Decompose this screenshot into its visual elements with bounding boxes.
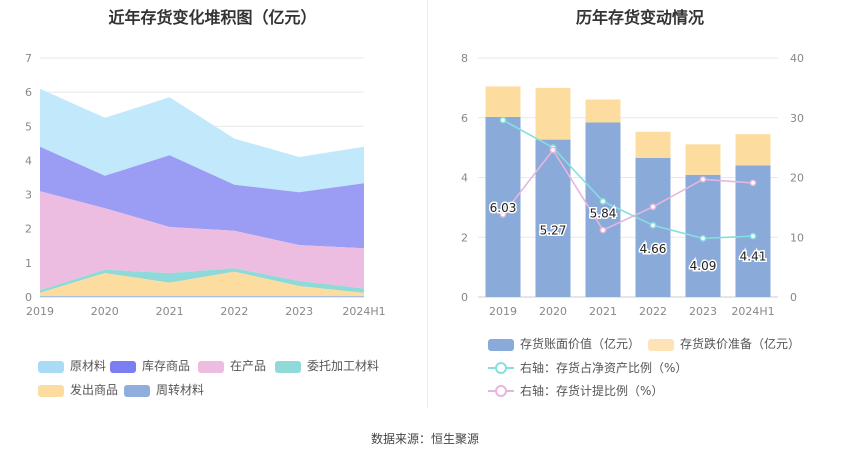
bar-存货跌价准备（亿元） — [535, 87, 571, 140]
legend-label: 存货账面价值（亿元） — [520, 337, 641, 351]
line-point — [549, 146, 557, 154]
line-point — [699, 235, 707, 242]
bar-存货账面价值（亿元） — [535, 139, 571, 297]
line-point — [499, 211, 507, 218]
bar-存货跌价准备（亿元） — [735, 134, 771, 166]
bar-存货账面价值（亿元） — [735, 165, 771, 297]
left-y-tick-label: 2 — [25, 223, 32, 236]
line-point — [599, 226, 607, 234]
bar-data-label: 4.09 — [690, 259, 717, 273]
area-series-发出商品 — [40, 271, 364, 297]
legend-label: 委托加工材料 — [307, 359, 380, 373]
left-y-tick-label: 5 — [25, 120, 32, 133]
bar-data-label: 4.66 — [640, 242, 667, 256]
bar-data-label: 4.41 — [740, 249, 767, 263]
bar-存货账面价值（亿元） — [485, 116, 521, 298]
legend-swatch — [488, 339, 514, 351]
area-series-原材料 — [40, 88, 364, 193]
bar-data-label: 6.03 — [490, 201, 517, 215]
right-x-tick-label: 2020 — [539, 305, 567, 318]
right-y2-tick-label: 10 — [790, 231, 804, 244]
left-y-tick-label: 1 — [25, 257, 32, 270]
legend-swatch — [648, 339, 674, 351]
right-y-tick-label: 8 — [461, 52, 468, 65]
legend-line-icon — [488, 385, 514, 397]
right-y-tick-label: 6 — [461, 112, 468, 125]
line-point — [699, 175, 707, 183]
line-point — [749, 179, 757, 187]
line-point — [649, 203, 657, 211]
area-series-委托加工材料 — [40, 268, 364, 293]
right-x-tick-label: 2022 — [639, 305, 667, 318]
right-x-tick-label: 2021 — [589, 305, 617, 318]
legend-label: 在产品 — [230, 359, 267, 373]
bar-data-label: 5.84 — [590, 207, 617, 221]
legend-swatch — [124, 385, 150, 397]
right-y-tick-label: 2 — [461, 231, 468, 244]
left-x-tick-label: 2024H1 — [342, 305, 385, 318]
data-source-note: 数据来源：恒生聚源 — [370, 432, 479, 446]
legend-label: 原材料 — [70, 359, 107, 373]
left-y-tick-label: 6 — [25, 86, 32, 99]
right-x-tick-label: 2019 — [489, 305, 517, 318]
right-chart-title: 历年存货变动情况 — [575, 8, 704, 27]
line-series-右轴：存货计提比例（%） — [502, 148, 754, 232]
left-y-tick-label: 4 — [25, 154, 32, 167]
right-y-tick-label: 4 — [461, 172, 468, 185]
bar-存货账面价值（亿元） — [585, 122, 621, 297]
legend-swatch — [198, 361, 224, 373]
legend-label: 周转材料 — [156, 383, 205, 397]
bar-存货跌价准备（亿元） — [485, 86, 521, 117]
left-x-tick-label: 2019 — [26, 305, 54, 318]
panel-divider — [427, 0, 428, 408]
bar-data-label: 5.27 — [540, 224, 567, 238]
bar-存货跌价准备（亿元） — [585, 99, 621, 123]
charts-canvas: 0 1 2 3 4 5 6 7 2019 2020 2021 2022 2023 2024H1 0 2 4 6 8 0… — [25, 52, 804, 318]
left-x-tick-label: 2021 — [156, 305, 184, 318]
right-x-tick-label: 2023 — [689, 305, 717, 318]
legend-swatch — [275, 361, 301, 373]
left-y-tick-label: 0 — [25, 291, 32, 304]
right-y2-tick-label: 40 — [790, 52, 804, 65]
line-series-右轴：存货占净资产比例（%） — [502, 119, 754, 240]
legend-line-icon — [488, 362, 514, 374]
left-y-tick-label: 3 — [25, 189, 32, 202]
legend-label: 右轴：存货占净资产比例（%） — [520, 361, 688, 375]
area-series-周转材料 — [40, 296, 364, 297]
left-x-tick-label: 2020 — [91, 305, 119, 318]
line-point — [499, 116, 507, 124]
bar-存货跌价准备（亿元） — [635, 131, 671, 158]
right-x-tick-label: 2024H1 — [731, 305, 774, 318]
legend-label: 存货跌价准备（亿元） — [680, 337, 801, 351]
right-y2-tick-label: 30 — [790, 112, 804, 125]
left-y-tick-label: 7 — [25, 52, 32, 65]
area-series-库存商品 — [40, 146, 364, 249]
legend-label: 发出商品 — [70, 383, 119, 397]
line-point — [749, 232, 757, 240]
legend-swatch — [110, 361, 136, 373]
right-y-tick-label: 0 — [461, 291, 468, 304]
left-x-tick-label: 2022 — [220, 305, 248, 318]
line-point — [599, 198, 607, 205]
area-series-在产品 — [40, 191, 364, 291]
legend-label: 库存商品 — [142, 359, 191, 373]
legend-swatch — [38, 361, 64, 373]
legend-swatch — [38, 385, 64, 397]
right-y2-tick-label: 20 — [790, 172, 804, 185]
left-chart-title: 近年存货变化堆积图（亿元） — [108, 8, 317, 27]
legend-label: 右轴：存货计提比例（%） — [520, 384, 664, 398]
right-y2-tick-label: 0 — [790, 291, 797, 304]
bar-存货跌价准备（亿元） — [685, 144, 721, 175]
left-x-tick-label: 2023 — [285, 305, 313, 318]
line-point — [649, 221, 657, 229]
